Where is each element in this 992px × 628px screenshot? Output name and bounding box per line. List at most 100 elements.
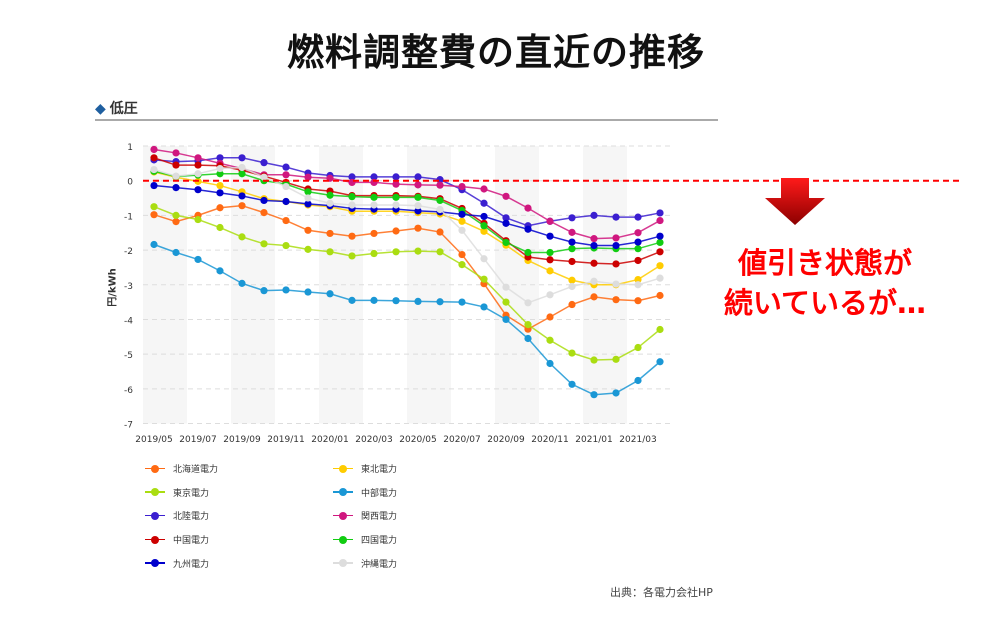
- data-point: [392, 248, 400, 256]
- y-tick-label: 1: [127, 143, 133, 153]
- data-point: [568, 276, 576, 284]
- data-point: [150, 181, 158, 190]
- data-point: [656, 325, 664, 334]
- legend-label: 北陸電力: [173, 512, 210, 523]
- data-point: [458, 217, 466, 225]
- data-point: [612, 260, 620, 268]
- data-point: [414, 297, 422, 305]
- data-point: [216, 170, 224, 178]
- legend-item[interactable]: 東北電力: [333, 462, 397, 475]
- data-point: [502, 219, 510, 227]
- data-point: [524, 334, 532, 343]
- data-point: [502, 214, 510, 222]
- data-point: [458, 250, 466, 259]
- callout-line-1: 値引き状態が: [737, 246, 912, 280]
- data-point: [634, 229, 642, 237]
- data-point: [634, 376, 642, 385]
- series-line: [153, 171, 661, 286]
- data-point: [304, 245, 312, 253]
- data-point: [150, 154, 158, 162]
- x-tick-label: 2020/03: [355, 435, 392, 445]
- data-point: [590, 241, 598, 250]
- data-point: [172, 149, 180, 157]
- data-point: [502, 315, 510, 324]
- data-point: [656, 238, 664, 247]
- source-note: 出典：各電力会社HP: [610, 586, 713, 599]
- data-point: [480, 227, 488, 235]
- y-tick-label: 0: [127, 178, 133, 188]
- data-point: [326, 199, 334, 207]
- x-tick-label: 2021/01: [575, 435, 612, 445]
- legend-item[interactable]: 四国電力: [333, 533, 397, 546]
- callout-text: 値引き状態が 続いているが…: [700, 243, 950, 323]
- data-point: [194, 154, 202, 162]
- legend-item[interactable]: 北陸電力: [145, 509, 209, 522]
- data-point: [458, 182, 466, 191]
- data-point: [304, 288, 312, 296]
- data-point: [172, 161, 180, 169]
- y-tick-label: -6: [124, 386, 133, 396]
- y-axis-label: 円/kWh: [107, 268, 119, 307]
- data-point: [238, 192, 246, 200]
- data-point: [150, 145, 158, 154]
- data-point: [436, 228, 444, 236]
- data-point: [480, 222, 488, 230]
- data-point: [436, 298, 444, 306]
- x-tick-label: 2020/01: [311, 435, 348, 445]
- data-point: [194, 255, 202, 264]
- data-point: [194, 170, 202, 178]
- x-tick-label: 2020/11: [531, 435, 568, 445]
- data-point: [414, 224, 422, 232]
- data-point: [436, 248, 444, 256]
- data-point: [392, 173, 400, 181]
- data-point: [656, 248, 664, 256]
- x-tick-label: 2019/09: [223, 435, 261, 445]
- data-point: [502, 192, 510, 200]
- data-point: [326, 290, 334, 298]
- data-point: [568, 228, 576, 236]
- data-point: [172, 248, 180, 257]
- data-point: [458, 298, 466, 306]
- legend-item[interactable]: 沖縄電力: [333, 557, 397, 570]
- data-point: [370, 193, 378, 201]
- data-point: [282, 197, 290, 206]
- section-label: 低圧: [109, 101, 138, 117]
- data-point: [612, 355, 620, 363]
- series-line: [153, 170, 661, 254]
- data-point: [568, 245, 576, 253]
- data-point: [546, 291, 554, 299]
- data-point: [370, 229, 378, 238]
- data-point: [634, 238, 642, 246]
- data-point: [370, 173, 378, 181]
- legend-item[interactable]: 九州電力: [145, 557, 209, 570]
- legend-swatch: [333, 487, 353, 497]
- section-heading: ◆ 低圧: [95, 98, 138, 118]
- legend-item[interactable]: 中国電力: [145, 533, 209, 546]
- data-point: [392, 297, 400, 305]
- legend-label: 中部電力: [361, 488, 398, 499]
- data-point: [458, 226, 466, 234]
- data-point: [656, 209, 664, 217]
- data-point: [546, 336, 554, 344]
- data-point: [458, 261, 466, 269]
- series-line: [153, 243, 661, 396]
- legend-swatch: [145, 558, 165, 568]
- legend-item[interactable]: 東京電力: [145, 486, 209, 499]
- legend-swatch: [333, 535, 353, 545]
- legend-item[interactable]: 関西電力: [333, 509, 397, 522]
- data-point: [546, 248, 554, 257]
- legend-label: 東京電力: [173, 488, 210, 499]
- data-point: [216, 154, 224, 162]
- data-point: [392, 180, 400, 188]
- legend-item[interactable]: 北海道電力: [145, 462, 218, 475]
- legend-label: 四国電力: [361, 536, 398, 547]
- data-point: [656, 291, 664, 300]
- data-point: [194, 161, 202, 169]
- y-tick-label: -2: [124, 247, 133, 257]
- data-point: [414, 193, 422, 201]
- legend-label: 北海道電力: [173, 465, 219, 475]
- data-point: [656, 232, 664, 240]
- legend-item[interactable]: 中部電力: [333, 486, 397, 499]
- series-line: [153, 206, 661, 361]
- data-point: [414, 173, 422, 181]
